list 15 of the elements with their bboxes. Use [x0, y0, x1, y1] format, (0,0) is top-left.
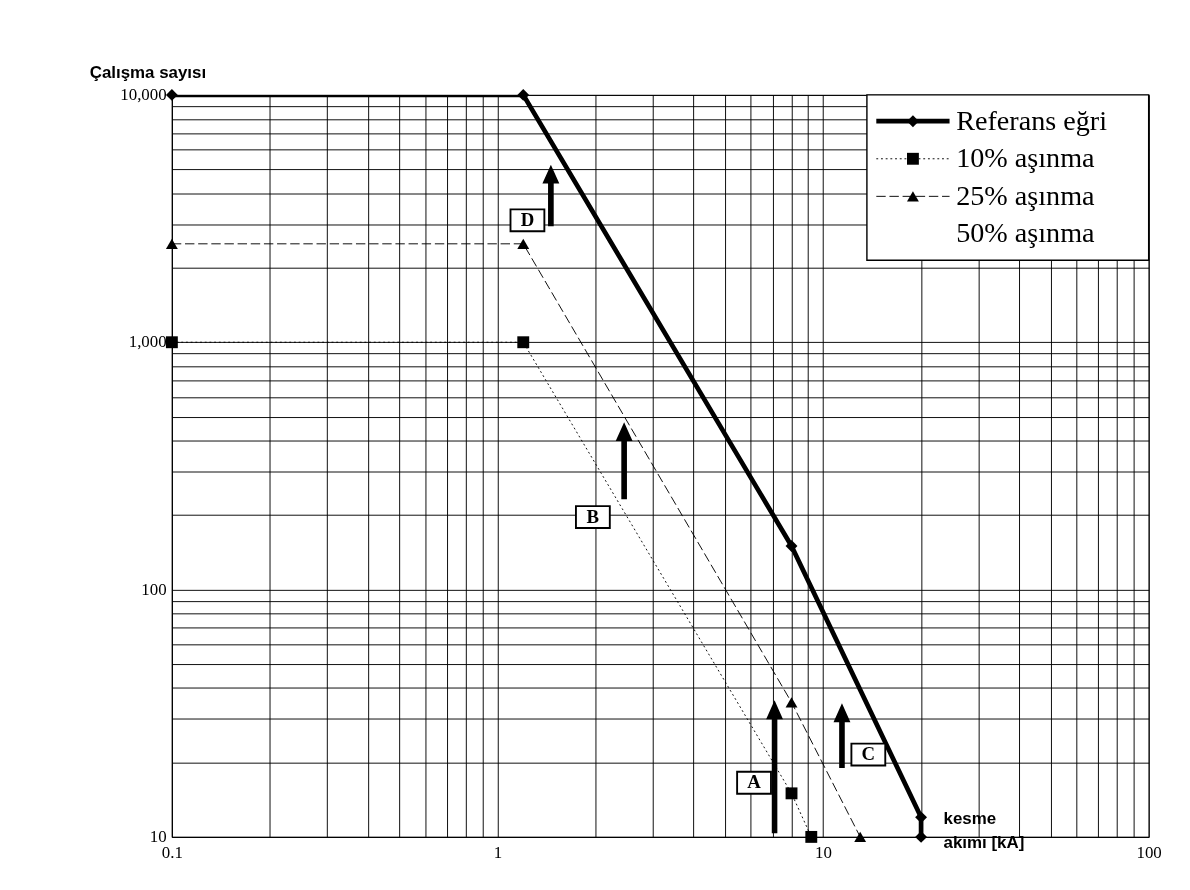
- annotation: C: [861, 743, 876, 765]
- legend-label: 50% aşınma: [956, 217, 1096, 249]
- legend-label: 25% aşınma: [956, 179, 1096, 211]
- annotation: D: [520, 208, 535, 230]
- y-tick-label: 100: [141, 579, 167, 599]
- x-tick-label: 100: [1136, 843, 1162, 863]
- x-tick-label: 1: [493, 843, 503, 863]
- legend-label: Referans eğri: [956, 104, 1108, 136]
- y-axis-title: Çalışma sayısı: [89, 63, 207, 83]
- x-tick-label: 10: [815, 843, 832, 863]
- annotation: A: [747, 771, 762, 793]
- annotation: B: [586, 505, 600, 527]
- legend-label: 10% aşınma: [956, 142, 1096, 174]
- y-tick-label: 1,000: [128, 332, 167, 352]
- y-tick-label: 10,000: [120, 85, 167, 105]
